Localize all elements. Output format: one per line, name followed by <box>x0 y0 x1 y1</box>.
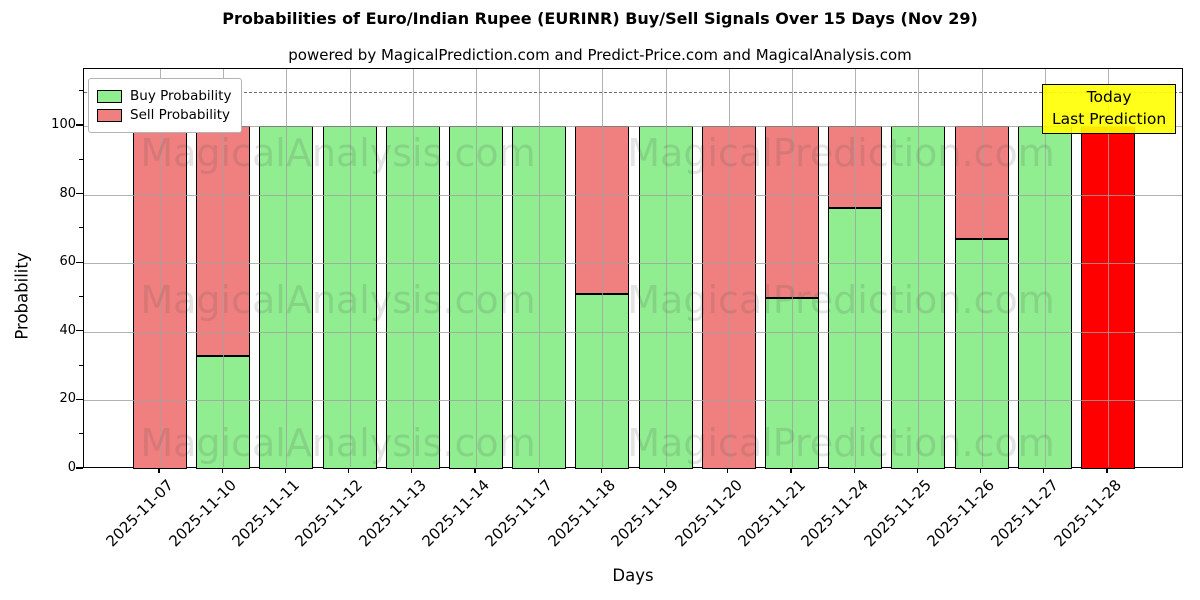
h-gridline <box>84 263 1182 265</box>
sell-probability-swatch <box>97 108 122 122</box>
x-tick-mark <box>600 468 603 473</box>
v-gridline <box>665 69 667 467</box>
x-tick-mark <box>158 468 160 473</box>
x-tick-label: 2025-11-07 <box>102 476 177 551</box>
watermark-analysis: MagicalAnalysis.com <box>140 278 536 322</box>
x-tick-label: 2025-11-25 <box>860 476 936 551</box>
x-tick-mark <box>1106 468 1108 473</box>
x-tick-mark <box>790 468 792 473</box>
x-tick-label: 2025-11-20 <box>671 476 746 551</box>
v-gridline <box>286 69 288 467</box>
y-tick-label: 20 <box>59 391 76 407</box>
x-tick-mark <box>221 468 223 473</box>
legend-label-sell: Sell Probability <box>130 107 231 123</box>
v-gridline <box>1108 69 1109 467</box>
y-tick-mark <box>76 467 83 469</box>
x-tick-label: 2025-11-10 <box>165 476 240 551</box>
x-tick-mark <box>537 468 539 473</box>
x-tick-label: 2025-11-19 <box>607 476 683 551</box>
legend-row-sell: Sell Probability <box>97 107 231 123</box>
x-tick-mark <box>284 468 287 473</box>
x-tick-label: 2025-11-18 <box>544 476 620 551</box>
y-tick-mark <box>76 330 83 332</box>
x-tick-mark <box>916 468 919 473</box>
x-tick-label: 2025-11-28 <box>1050 476 1125 551</box>
x-tick-label: 2025-11-13 <box>355 476 430 551</box>
y-tick-mark <box>76 124 83 126</box>
watermark-prediction: MagicalPrediction.com <box>627 421 1055 465</box>
y-tick-label: 40 <box>59 322 76 338</box>
x-tick-mark <box>727 468 729 473</box>
y-tick-label: 60 <box>59 254 76 270</box>
y-minor-tick-mark <box>79 364 83 366</box>
legend: Buy Probability Sell Probability <box>88 78 243 133</box>
legend-label-buy: Buy Probability <box>130 88 232 104</box>
y-tick-mark <box>76 261 83 263</box>
x-tick-mark <box>1043 468 1045 473</box>
v-gridline <box>1044 69 1046 467</box>
x-tick-label: 2025-11-11 <box>228 476 304 551</box>
x-tick-mark <box>979 468 982 473</box>
y-tick-label: 0 <box>67 460 76 475</box>
x-tick-label: 2025-11-27 <box>987 476 1062 551</box>
watermark-prediction: MagicalPrediction.com <box>627 278 1055 322</box>
v-gridline <box>349 69 351 467</box>
h-gridline <box>84 126 1182 127</box>
y-minor-tick-mark <box>79 227 83 229</box>
v-gridline <box>602 69 604 467</box>
v-gridline <box>792 69 793 467</box>
chart-title: Probabilities of Euro/Indian Rupee (EURI… <box>222 9 978 28</box>
h-gridline <box>84 194 1182 196</box>
x-tick-mark <box>663 468 666 473</box>
y-tick-mark <box>76 192 83 195</box>
y-tick-label: 100 <box>51 117 76 132</box>
v-gridline <box>223 69 225 467</box>
v-gridline <box>981 69 983 467</box>
x-tick-label: 2025-11-12 <box>291 476 367 551</box>
watermark-analysis: MagicalAnalysis.com <box>140 131 536 175</box>
watermark-prediction: MagicalPrediction.com <box>627 131 1055 175</box>
y-minor-tick-mark <box>79 158 83 160</box>
x-tick-mark <box>347 468 350 473</box>
v-gridline <box>160 69 161 467</box>
y-tick-mark <box>76 398 83 401</box>
today-annotation-line1: Today <box>1086 88 1132 106</box>
v-gridline <box>855 69 857 467</box>
buy-probability-swatch <box>97 89 122 103</box>
x-axis-label: Days <box>612 566 654 585</box>
h-gridline <box>84 400 1182 402</box>
today-annotation-line2: Last Prediction <box>1052 109 1167 128</box>
chart-subtitle: powered by MagicalPrediction.com and Pre… <box>288 46 912 64</box>
x-tick-label: 2025-11-17 <box>481 476 556 551</box>
y-minor-tick-mark <box>79 295 83 298</box>
y-minor-tick-mark <box>79 90 83 92</box>
h-gridline <box>84 331 1182 333</box>
x-tick-label: 2025-11-21 <box>734 476 809 551</box>
threshold-dashed-line <box>84 91 1182 93</box>
v-gridline <box>728 69 730 467</box>
x-tick-mark <box>474 468 476 473</box>
today-annotation-box: Today Last Prediction <box>1042 84 1177 135</box>
y-tick-label: 80 <box>59 185 76 201</box>
x-tick-label: 2025-11-24 <box>797 476 872 551</box>
v-gridline <box>918 69 920 467</box>
x-tick-mark <box>853 468 855 473</box>
y-minor-tick-mark <box>79 433 83 435</box>
x-tick-label: 2025-11-26 <box>923 476 999 551</box>
legend-row-buy: Buy Probability <box>97 88 231 104</box>
watermark-analysis: MagicalAnalysis.com <box>140 421 536 465</box>
x-tick-label: 2025-11-14 <box>418 476 493 551</box>
v-gridline <box>476 69 477 467</box>
x-tick-mark <box>411 468 413 473</box>
v-gridline <box>412 69 414 467</box>
v-gridline <box>539 69 541 467</box>
plot-area: MagicalAnalysis.com MagicalPrediction.com… <box>83 68 1183 469</box>
